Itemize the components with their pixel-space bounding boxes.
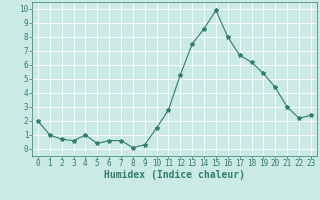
X-axis label: Humidex (Indice chaleur): Humidex (Indice chaleur) [104,170,245,180]
